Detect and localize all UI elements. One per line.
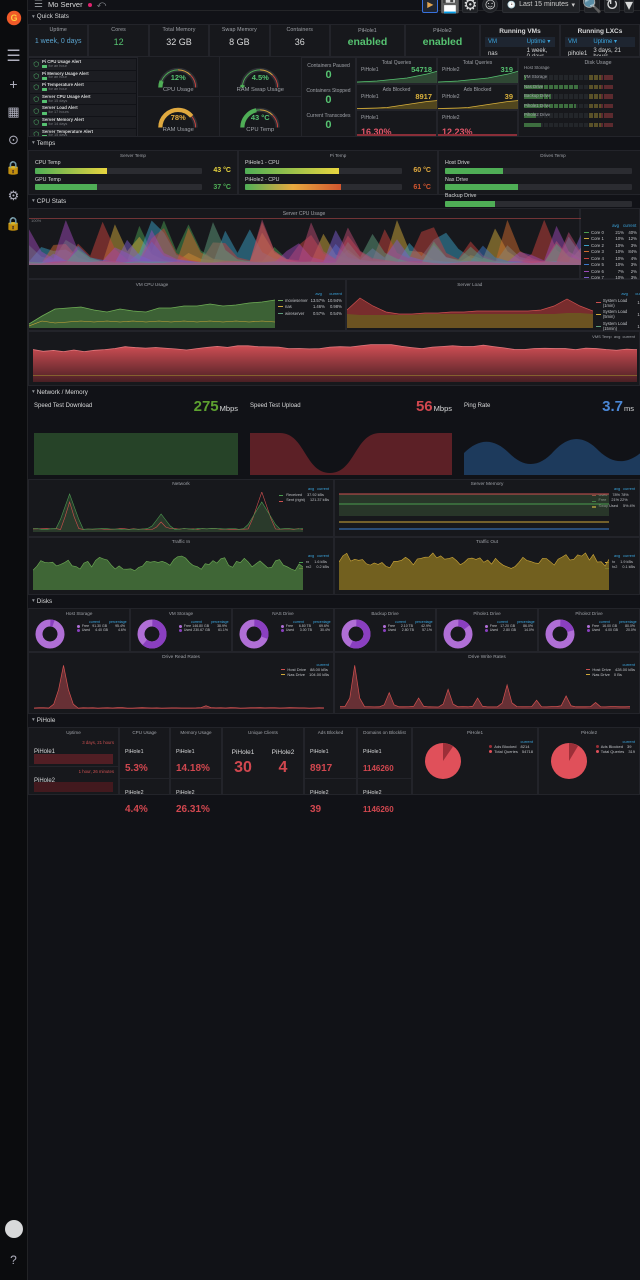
svg-text:G: G: [10, 13, 17, 23]
